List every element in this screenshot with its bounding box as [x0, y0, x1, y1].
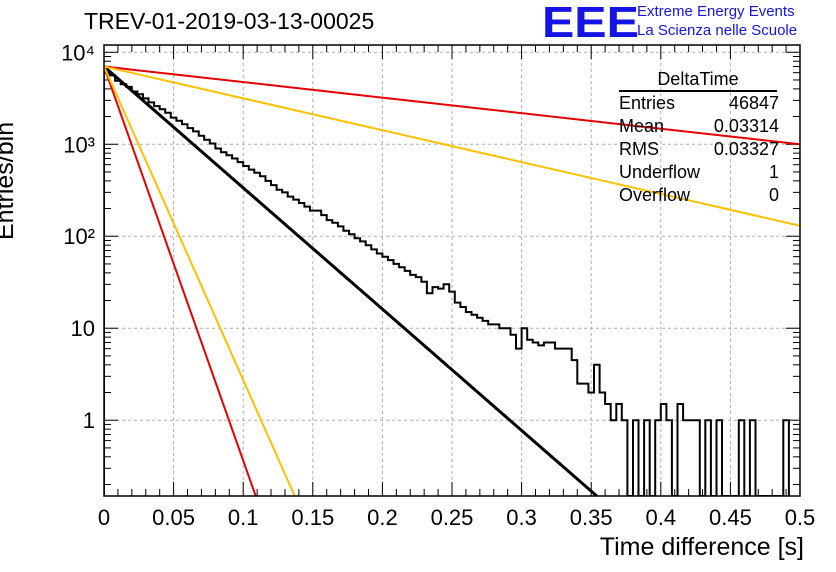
stats-value: 0.03314	[713, 116, 779, 136]
plot-frame	[103, 44, 801, 497]
stats-row: Mean 0.03314	[611, 115, 781, 138]
fit-line	[104, 66, 296, 496]
fit-line	[104, 65, 800, 146]
fit-line	[104, 66, 257, 496]
y-tick-label: 10²	[63, 224, 95, 249]
stats-box: DeltaTime Entries 46847 Mean 0.03314 RMS 0.…	[611, 68, 781, 207]
stats-row: Overflow 0	[611, 184, 781, 207]
x-tick-label: 0.3	[506, 505, 537, 530]
stats-row: Underflow 1	[611, 161, 781, 184]
y-tick-label: 10	[71, 316, 95, 341]
x-tick-label: 0	[98, 505, 110, 530]
stats-label: Underflow	[619, 162, 701, 182]
logo-subtitle-1: Extreme Energy Events	[637, 3, 795, 20]
x-tick-label: 0.2	[367, 505, 398, 530]
x-tick-label: 0.05	[152, 505, 195, 530]
x-tick-label: 0.1	[228, 505, 259, 530]
stats-header: DeltaTime	[619, 68, 777, 92]
y-tick-label: 10⁴	[61, 40, 95, 65]
stats-value: 0	[768, 185, 779, 205]
eee-logo: EEE	[542, 0, 639, 47]
stats-label: RMS	[619, 139, 659, 159]
x-tick-label: 0.25	[431, 505, 474, 530]
x-axis-label: Time difference [s]	[599, 533, 804, 561]
x-tick-label: 0.4	[646, 505, 677, 530]
logo-subtitle-2: La Scienza nelle Scuole	[637, 22, 798, 39]
stats-label: Mean	[619, 116, 665, 136]
stats-row: Entries 46847	[611, 92, 781, 115]
x-tick-label: 0.35	[570, 505, 613, 530]
stats-value: 0.03327	[713, 139, 779, 159]
y-axis-label: Entries/bin	[0, 121, 19, 240]
histogram	[104, 71, 790, 496]
stats-value: 1	[768, 162, 779, 182]
x-tick-label: 0.15	[291, 505, 334, 530]
y-tick-label: 1	[83, 408, 95, 433]
stats-label: Entries	[619, 93, 676, 113]
x-tick-label: 0.45	[709, 505, 752, 530]
stats-value: 46847	[728, 93, 779, 113]
fit-line	[104, 65, 598, 496]
x-tick-label: 0.5	[785, 505, 816, 530]
y-tick-label: 10³	[63, 132, 95, 157]
fit-line	[104, 65, 800, 227]
chart-title: TREV-01-2019-03-13-00025	[84, 8, 375, 34]
stats-row: RMS 0.03327	[611, 138, 781, 161]
stats-label: Overflow	[619, 185, 691, 205]
